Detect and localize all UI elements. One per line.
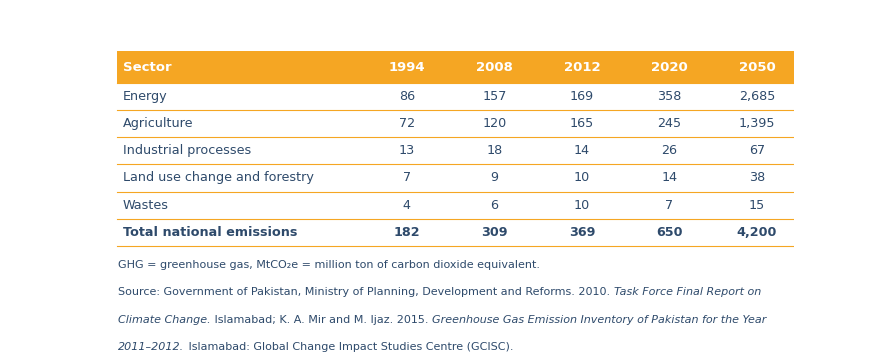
Text: GHG = greenhouse gas, MtCO₂e = million ton of carbon dioxide equivalent.: GHG = greenhouse gas, MtCO₂e = million t… xyxy=(118,260,541,270)
Text: 7: 7 xyxy=(403,172,411,185)
Text: 26: 26 xyxy=(662,144,677,157)
Text: Islamabad: Global Change Impact Studies Centre (GCISC).: Islamabad: Global Change Impact Studies … xyxy=(184,342,513,353)
Text: 169: 169 xyxy=(570,90,594,103)
Text: Industrial processes: Industrial processes xyxy=(123,144,250,157)
Text: Agriculture: Agriculture xyxy=(123,117,193,130)
Text: Wastes: Wastes xyxy=(123,199,168,211)
Text: 120: 120 xyxy=(482,117,506,130)
Text: 2,685: 2,685 xyxy=(739,90,775,103)
Text: 4: 4 xyxy=(403,199,411,211)
Text: 1994: 1994 xyxy=(389,61,425,74)
Text: 1,395: 1,395 xyxy=(738,117,775,130)
Text: 157: 157 xyxy=(482,90,506,103)
Text: 38: 38 xyxy=(749,172,765,185)
Text: 650: 650 xyxy=(656,226,683,239)
Text: Climate Change.: Climate Change. xyxy=(118,315,211,325)
Text: Greenhouse Gas Emission Inventory of Pakistan for the Year: Greenhouse Gas Emission Inventory of Pak… xyxy=(432,315,766,325)
Text: 182: 182 xyxy=(393,226,420,239)
Text: 309: 309 xyxy=(481,226,508,239)
Text: 72: 72 xyxy=(399,117,415,130)
Text: 4,200: 4,200 xyxy=(736,226,777,239)
Text: 14: 14 xyxy=(574,144,590,157)
Text: 2011–2012.: 2011–2012. xyxy=(118,342,184,353)
Text: Islamabad; K. A. Mir and M. Ijaz. 2015.: Islamabad; K. A. Mir and M. Ijaz. 2015. xyxy=(211,315,432,325)
Text: 245: 245 xyxy=(657,117,682,130)
Text: Task Force Final Report on: Task Force Final Report on xyxy=(614,287,761,297)
Text: 369: 369 xyxy=(569,226,595,239)
Text: Source: Government of Pakistan, Ministry of Planning, Development and Reforms. 2: Source: Government of Pakistan, Ministry… xyxy=(118,287,614,297)
Text: Sector: Sector xyxy=(123,61,171,74)
Text: 86: 86 xyxy=(399,90,415,103)
Text: Land use change and forestry: Land use change and forestry xyxy=(123,172,313,185)
Text: 14: 14 xyxy=(662,172,677,185)
Text: 9: 9 xyxy=(490,172,498,185)
Text: Total national emissions: Total national emissions xyxy=(123,226,297,239)
Text: 13: 13 xyxy=(399,144,415,157)
Text: 165: 165 xyxy=(570,117,594,130)
Text: 6: 6 xyxy=(490,199,498,211)
Text: 67: 67 xyxy=(749,144,765,157)
Text: 2012: 2012 xyxy=(564,61,601,74)
Text: 10: 10 xyxy=(574,199,590,211)
Text: 18: 18 xyxy=(486,144,503,157)
Text: Energy: Energy xyxy=(123,90,168,103)
Text: 10: 10 xyxy=(574,172,590,185)
Text: 15: 15 xyxy=(749,199,765,211)
Bar xyxy=(117,51,801,83)
Text: 2008: 2008 xyxy=(476,61,512,74)
Text: 2050: 2050 xyxy=(738,61,775,74)
Text: 358: 358 xyxy=(657,90,682,103)
Text: 7: 7 xyxy=(665,199,674,211)
Text: 2020: 2020 xyxy=(651,61,688,74)
